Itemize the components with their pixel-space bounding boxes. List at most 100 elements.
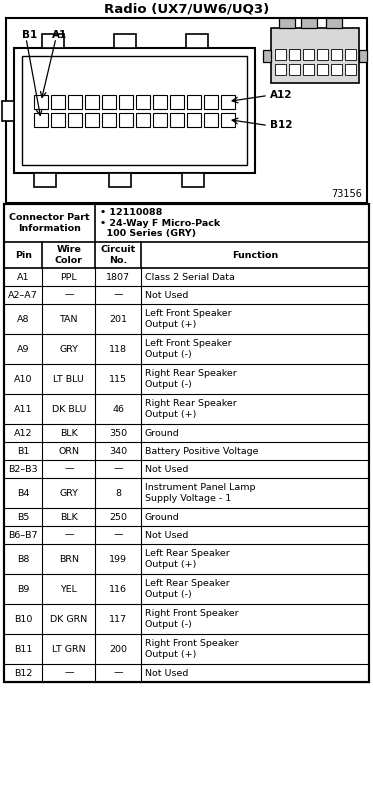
Bar [263, 50, 271, 62]
Text: Right Front Speaker
Output (-): Right Front Speaker Output (-) [145, 609, 238, 629]
Text: —: — [64, 531, 73, 540]
Text: Left Front Speaker
Output (-): Left Front Speaker Output (-) [145, 339, 232, 359]
Text: Radio (UX7/UW6/UQ3): Radio (UX7/UW6/UQ3) [104, 2, 269, 15]
Text: BLK: BLK [60, 512, 78, 521]
Bar [85, 95, 99, 108]
Text: —: — [113, 291, 123, 300]
Text: 116: 116 [109, 584, 127, 594]
Text: 118: 118 [109, 344, 127, 354]
Text: 73156: 73156 [331, 189, 362, 199]
Text: Not Used: Not Used [145, 465, 188, 473]
Bar [119, 95, 133, 108]
Text: DK GRN: DK GRN [50, 615, 87, 624]
Bar [34, 95, 48, 108]
Text: B8: B8 [17, 554, 29, 563]
Bar [22, 56, 247, 165]
Bar [359, 50, 367, 62]
Text: 115: 115 [109, 374, 127, 384]
Bar [330, 64, 342, 75]
Text: B11: B11 [14, 645, 32, 654]
Text: Battery Positive Voltage: Battery Positive Voltage [145, 447, 258, 456]
Text: A11: A11 [14, 405, 32, 414]
Bar [303, 64, 313, 75]
Text: 340: 340 [109, 447, 127, 456]
Text: —: — [64, 465, 73, 473]
Bar [317, 64, 327, 75]
Text: Ground: Ground [145, 428, 180, 437]
Bar [182, 173, 204, 187]
Text: 201: 201 [109, 314, 127, 323]
Text: —: — [113, 668, 123, 677]
Bar [136, 112, 150, 127]
Text: PPL: PPL [60, 272, 77, 281]
Bar [303, 49, 313, 60]
Bar [4, 204, 369, 682]
Bar [34, 173, 56, 187]
Text: A12: A12 [14, 428, 32, 437]
Text: Right Front Speaker
Output (+): Right Front Speaker Output (+) [145, 639, 238, 659]
Bar [102, 112, 116, 127]
Bar [288, 49, 300, 60]
Text: 8: 8 [115, 489, 121, 498]
Text: —: — [113, 531, 123, 540]
Bar [153, 112, 167, 127]
Text: ORN: ORN [58, 447, 79, 456]
Text: Right Rear Speaker
Output (-): Right Rear Speaker Output (-) [145, 369, 236, 389]
Bar [2, 101, 14, 121]
Text: B4: B4 [17, 489, 29, 498]
Text: Not Used: Not Used [145, 668, 188, 677]
Text: 199: 199 [109, 554, 127, 563]
Text: A9: A9 [17, 344, 29, 354]
Text: Not Used: Not Used [145, 291, 188, 300]
Text: LT BLU: LT BLU [53, 374, 84, 384]
Text: B12: B12 [270, 120, 292, 131]
Bar [187, 112, 201, 127]
Text: B9: B9 [17, 584, 29, 594]
Text: —: — [113, 465, 123, 473]
Bar [326, 18, 342, 28]
Text: 250: 250 [109, 512, 127, 521]
Text: B2–B3: B2–B3 [8, 465, 38, 473]
Bar [42, 34, 64, 48]
Bar [275, 49, 285, 60]
Bar [221, 112, 235, 127]
Text: Right Rear Speaker
Output (+): Right Rear Speaker Output (+) [145, 399, 236, 419]
Bar [170, 95, 184, 108]
Text: Left Front Speaker
Output (+): Left Front Speaker Output (+) [145, 309, 232, 329]
Text: Class 2 Serial Data: Class 2 Serial Data [145, 272, 235, 281]
Bar [204, 95, 218, 108]
Text: BRN: BRN [59, 554, 79, 563]
Bar [34, 112, 48, 127]
Bar [85, 112, 99, 127]
Text: Left Rear Speaker
Output (+): Left Rear Speaker Output (+) [145, 549, 230, 569]
Text: Wire
Color: Wire Color [55, 246, 83, 265]
Text: B5: B5 [17, 512, 29, 521]
Text: B12: B12 [14, 668, 32, 677]
Bar [345, 49, 355, 60]
Bar [14, 48, 255, 173]
Bar [4, 204, 369, 682]
Text: 1807: 1807 [106, 272, 130, 281]
Bar [221, 95, 235, 108]
Text: B1: B1 [17, 447, 29, 456]
Text: A1: A1 [52, 30, 67, 40]
Text: 200: 200 [109, 645, 127, 654]
Bar [114, 34, 136, 48]
Bar [102, 95, 116, 108]
Bar [275, 64, 285, 75]
Text: DK BLU: DK BLU [51, 405, 86, 414]
Bar [301, 18, 317, 28]
Text: A1: A1 [17, 272, 29, 281]
Text: 46: 46 [112, 405, 124, 414]
Text: LT GRN: LT GRN [52, 645, 85, 654]
Bar [136, 95, 150, 108]
Text: 117: 117 [109, 615, 127, 624]
Bar [153, 95, 167, 108]
Bar [51, 95, 65, 108]
Text: —: — [64, 291, 73, 300]
Text: GRY: GRY [59, 489, 78, 498]
Text: • 12110088
• 24-Way F Micro-Pack
  100 Series (GRY): • 12110088 • 24-Way F Micro-Pack 100 Ser… [100, 208, 220, 238]
Text: B10: B10 [14, 615, 32, 624]
Bar [186, 34, 208, 48]
Bar [345, 64, 355, 75]
